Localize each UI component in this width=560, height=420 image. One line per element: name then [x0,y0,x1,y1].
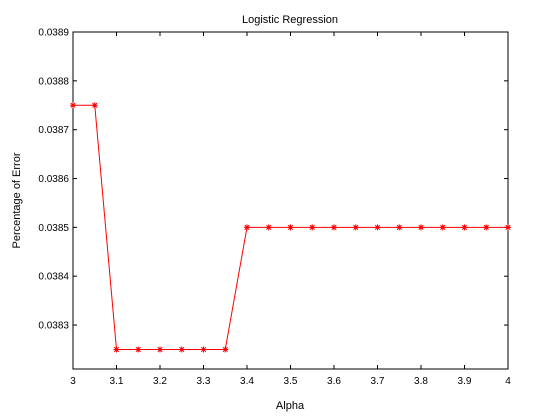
data-point-marker [265,224,272,231]
x-tick-label: 3.8 [414,376,428,387]
data-point-marker [91,102,98,109]
y-tick-label: 0.0384 [38,272,69,283]
data-point-marker [439,224,446,231]
data-point-marker [483,224,490,231]
x-tick-label: 3.2 [153,376,167,387]
x-axis: 3 3.1 3.2 3.3 3.4 3.5 3.6 3.7 3.8 3.9 4 [70,32,511,387]
series-layer [70,102,511,353]
x-tick-label: 3.3 [197,376,211,387]
y-tick-label: 0.0388 [38,76,69,87]
y-tick-label: 0.0383 [38,321,69,332]
data-point-marker [178,346,185,353]
data-point-marker [244,224,250,231]
data-point-marker [70,102,76,109]
data-point-marker [505,224,511,231]
plot-area [72,31,509,370]
data-point-marker [331,224,337,231]
data-point-marker [157,346,163,353]
y-axis: 0.0383 0.0384 0.0385 0.0386 0.0387 0.0388 0.03… [38,28,508,332]
data-point-marker [461,224,468,231]
data-point-marker [396,224,403,231]
data-point-marker [200,346,207,353]
x-tick-label: 3.9 [458,376,472,387]
data-point-marker [287,224,294,231]
data-point-marker [135,346,142,353]
x-tick-label: 3 [70,376,76,387]
chart-title: Logistic Regression [242,14,338,26]
x-tick-label: 3.5 [284,376,298,387]
y-axis-label: Percentage of Error [11,152,23,248]
x-tick-label: 3.4 [240,376,254,387]
y-tick-label: 0.0387 [38,125,69,136]
data-point-marker [222,346,229,353]
data-point-marker [374,224,381,231]
data-point-marker [309,224,316,231]
x-tick-label: 3.7 [371,376,385,387]
data-point-marker [352,224,359,231]
data-point-marker [113,346,120,353]
x-tick-label: 4 [505,376,511,387]
y-tick-label: 0.0386 [38,174,69,185]
y-tick-label: 0.0385 [38,223,69,234]
x-tick-label: 3.6 [327,376,341,387]
data-point-marker [418,224,424,231]
x-tick-label: 3.1 [110,376,124,387]
y-tick-label: 0.0389 [38,28,69,39]
x-axis-label: Alpha [276,400,305,412]
